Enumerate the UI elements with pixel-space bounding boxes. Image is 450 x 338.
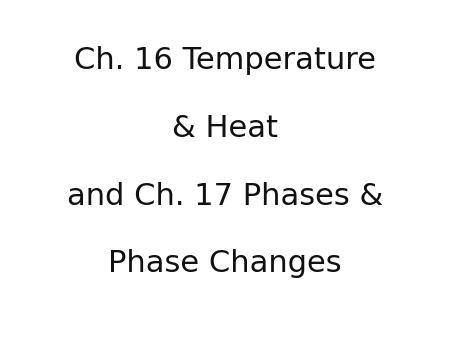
Text: & Heat: & Heat: [172, 114, 278, 143]
Text: and Ch. 17 Phases &: and Ch. 17 Phases &: [67, 182, 383, 211]
Text: Ch. 16 Temperature: Ch. 16 Temperature: [74, 46, 376, 75]
Text: Phase Changes: Phase Changes: [108, 249, 342, 278]
